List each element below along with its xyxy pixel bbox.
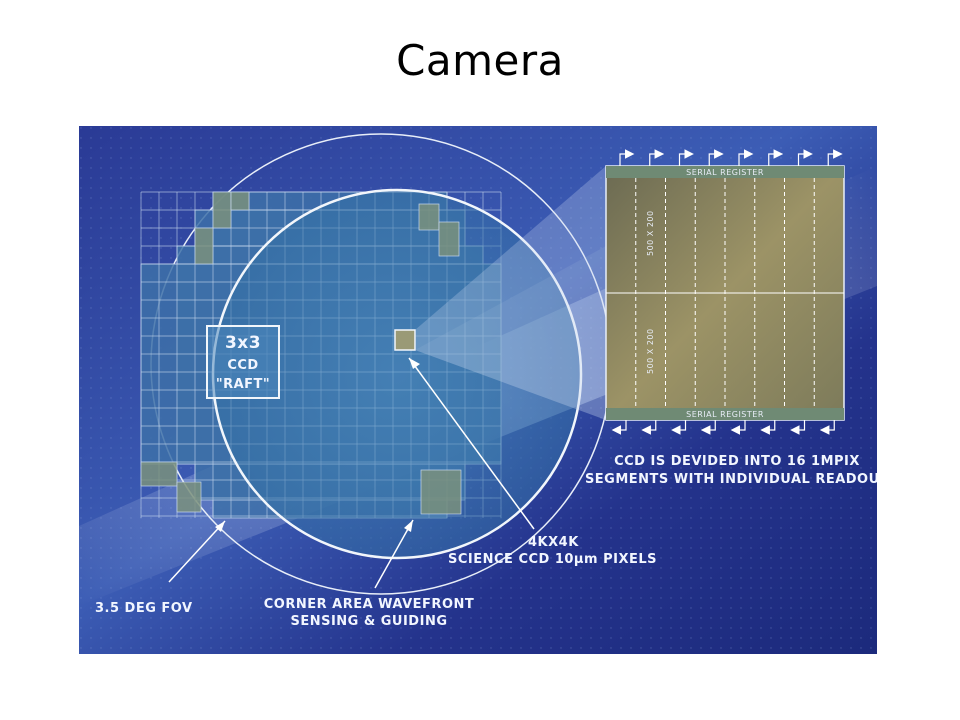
camera-focal-plane-diagram: 3x3 CCD "RAFT" SERIAL REGISTER SERIAL RE… (79, 126, 877, 654)
annotation-science-ccd-line-1: 4KX4K (528, 535, 579, 550)
leader-science-ccd (408, 357, 535, 530)
annotation-segments-line-2: SEGMENTS WITH INDIVIDUAL READOUT (585, 472, 877, 487)
serial-register-bottom (606, 408, 844, 420)
annotation-segments-line-1: CCD IS DEVIDED INTO 16 1MPIX (614, 454, 860, 469)
leader-fov (168, 520, 226, 583)
annotation-fov: 3.5 DEG FOV (95, 601, 193, 616)
leader-science-ccd-arrowhead (409, 358, 420, 369)
readout-arrows-top (619, 149, 843, 166)
raft-label-line-1: 3x3 (225, 333, 261, 353)
raft-label-line-3: "RAFT" (216, 377, 270, 392)
serial-register-top-label: SERIAL REGISTER (686, 168, 764, 177)
annotation-corner-line-1: CORNER AREA WAVEFRONT (264, 597, 475, 612)
corner-wavefront-sensors (140, 191, 462, 515)
annotation-corner-line-2: SENSING & GUIDING (290, 614, 447, 629)
ccd-readout-chip: SERIAL REGISTER SERIAL REGISTER 500 X 20… (605, 165, 845, 421)
segment-size-top: 500 X 200 (646, 210, 655, 256)
raft-outline (206, 325, 280, 399)
leader-fov-arrowhead (215, 521, 225, 532)
slide-title: Camera (396, 36, 564, 85)
leader-corner (374, 519, 414, 589)
raft-label-line-2: CCD (227, 358, 258, 373)
annotation-science-ccd-line-2: SCIENCE CCD 10µm PIXELS (448, 552, 657, 567)
zoom-beam (415, 166, 606, 420)
single-ccd-highlight (394, 329, 416, 351)
leader-corner-arrowhead (404, 520, 413, 532)
serial-register-top (606, 166, 844, 178)
segment-size-bottom: 500 X 200 (646, 328, 655, 374)
serial-register-bottom-label: SERIAL REGISTER (686, 410, 764, 419)
zoom-beam-lower (415, 246, 606, 420)
segment-dividers (635, 178, 815, 408)
readout-arrows-bottom (611, 420, 835, 435)
